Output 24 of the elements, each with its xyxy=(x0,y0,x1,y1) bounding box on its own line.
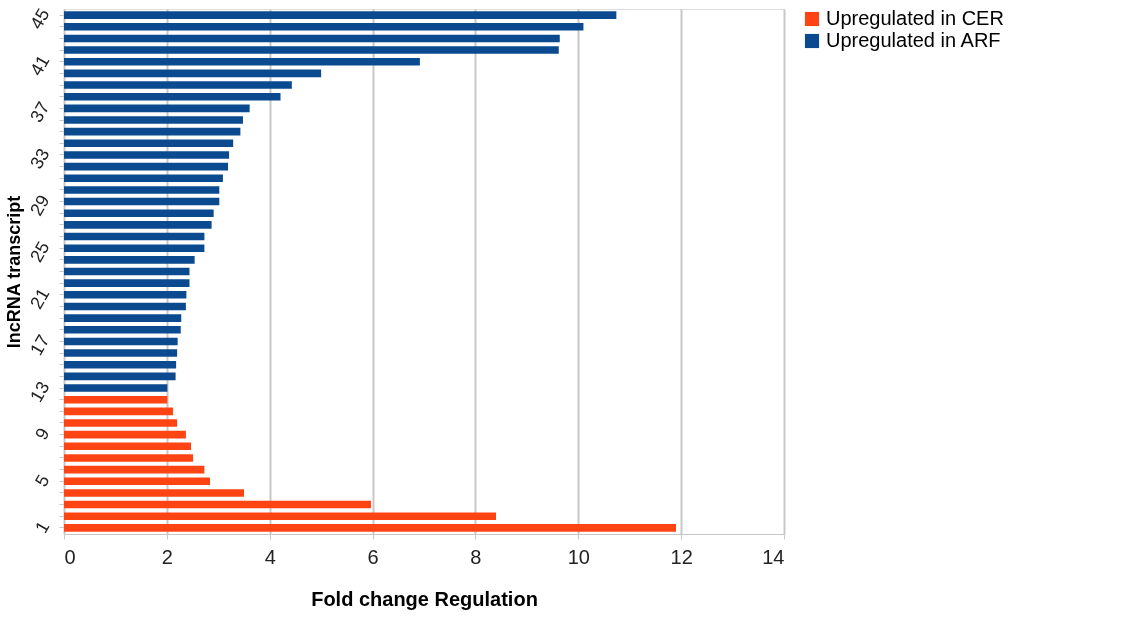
y-tick-label: 17 xyxy=(26,331,54,359)
x-tick-label: 0 xyxy=(64,545,76,568)
y-tick-label: 33 xyxy=(26,144,54,173)
y-tick-label: 29 xyxy=(26,191,54,219)
y-axis-title: lncRNA transcript xyxy=(3,195,24,349)
x-tick-label: 6 xyxy=(367,545,379,568)
y-tick-label: 41 xyxy=(26,51,54,80)
x-axis-title: Fold change Regulation xyxy=(311,587,538,610)
x-tick-label: 8 xyxy=(470,545,482,568)
y-tick-label: 5 xyxy=(31,471,54,490)
y-tick-label: 21 xyxy=(26,284,54,313)
y-tick-label: 9 xyxy=(31,424,54,444)
x-tick-label: 10 xyxy=(567,545,590,568)
y-tick-label: 13 xyxy=(26,378,54,406)
legend-label: Upregulated in CER xyxy=(826,7,1004,29)
y-tick-label: 1 xyxy=(31,517,54,537)
x-tick-label: 12 xyxy=(670,545,693,568)
x-tick-label: 14 xyxy=(762,545,785,568)
y-tick-label: 45 xyxy=(26,5,54,33)
x-tick-label: 2 xyxy=(161,545,173,568)
legend-label: Upregulated in ARF xyxy=(826,29,1001,51)
y-tick-label: 37 xyxy=(26,98,54,126)
y-tick-label: 25 xyxy=(26,238,54,266)
x-tick-label: 4 xyxy=(264,545,276,568)
